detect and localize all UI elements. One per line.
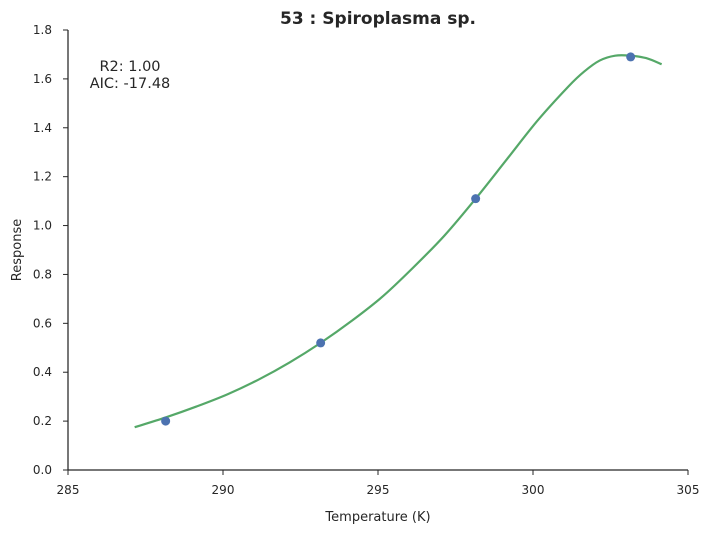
- y-tick-label: 0.0: [33, 463, 52, 477]
- x-tick-label: 305: [677, 483, 700, 497]
- x-axis-label: Temperature (K): [324, 510, 430, 525]
- data-point: [316, 338, 326, 348]
- y-tick-label: 0.6: [33, 316, 52, 330]
- x-tick-label: 285: [57, 483, 80, 497]
- data-point: [161, 416, 171, 426]
- y-tick-label: 1.2: [33, 170, 52, 184]
- y-tick-label: 0.2: [33, 414, 52, 428]
- fit-curve: [134, 54, 663, 429]
- data-point: [626, 52, 636, 62]
- y-tick-label: 1.4: [33, 121, 52, 135]
- annotation-r2: R2: 1.00: [99, 59, 160, 75]
- x-tick-label: 290: [212, 483, 235, 497]
- x-tick-label: 295: [367, 483, 390, 497]
- y-tick-label: 0.8: [33, 267, 52, 281]
- chart-title: 53 : Spiroplasma sp.: [280, 9, 476, 29]
- y-tick-label: 1.6: [33, 72, 52, 86]
- y-axis-label: Response: [10, 219, 25, 281]
- y-tick-label: 0.4: [33, 365, 52, 379]
- y-tick-label: 1.8: [33, 23, 52, 37]
- data-point: [471, 194, 481, 204]
- plot-area: 285 290 295 300 305 0.0 0.2 0.4 0.6 0.8 1.0 1.2 1.4 1…: [33, 23, 700, 497]
- annotation-aic: AIC: -17.48: [90, 76, 171, 92]
- y-tick-label: 1.0: [33, 219, 52, 233]
- x-tick-label: 300: [522, 483, 545, 497]
